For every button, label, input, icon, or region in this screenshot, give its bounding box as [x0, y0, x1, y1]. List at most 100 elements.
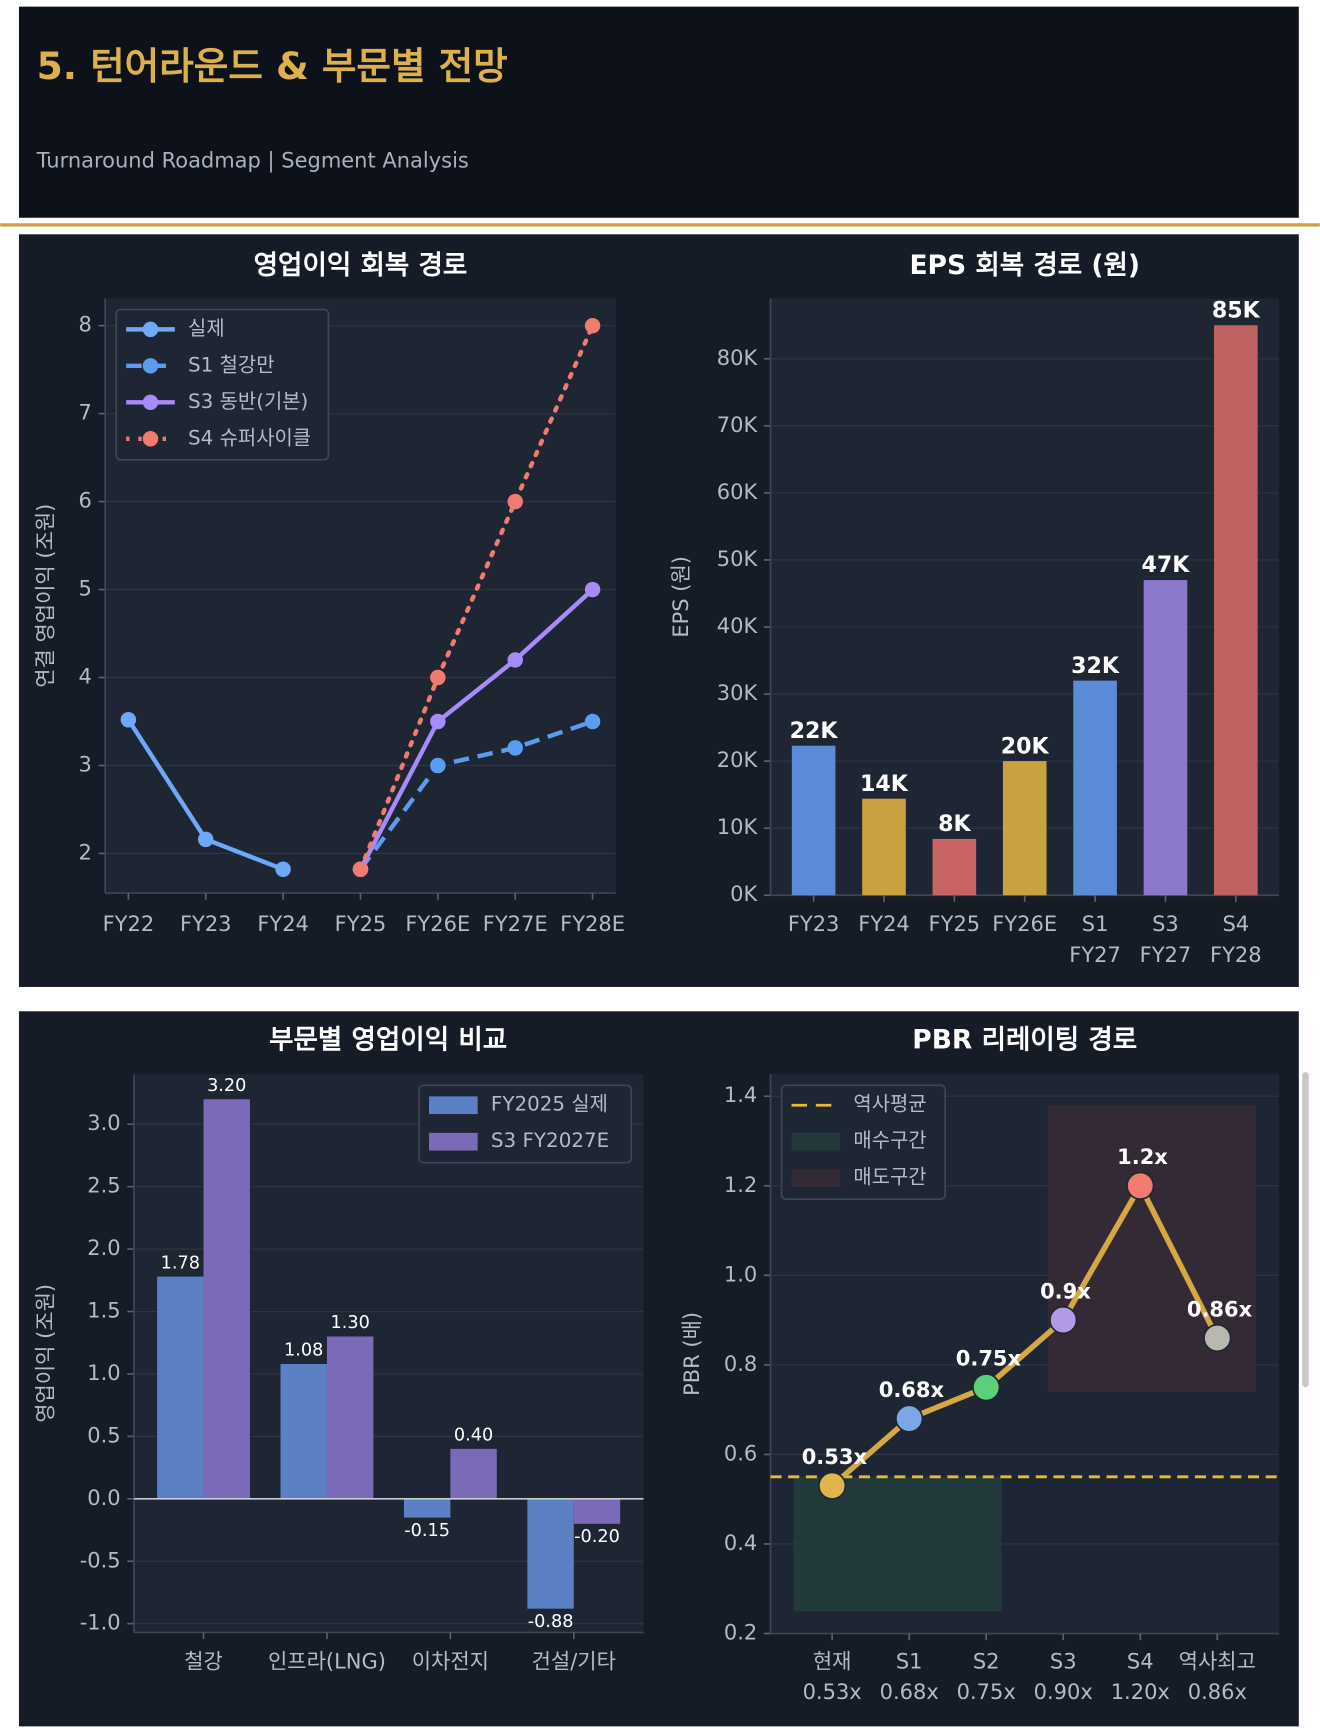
- x-tick-label: S4 1.20x: [1111, 1649, 1170, 1704]
- line: [830, 1179, 1220, 1488]
- legend-marker: [142, 358, 159, 374]
- legend-label: FY2025 실제: [491, 1093, 608, 1116]
- point: [584, 317, 601, 334]
- legend-marker: [142, 394, 159, 411]
- legend-label: 실제: [188, 317, 225, 340]
- bar: [932, 838, 977, 896]
- y-tick-label: 0.2: [724, 1621, 757, 1645]
- y-tick-label: -0.5: [80, 1548, 121, 1572]
- y-tick-label: 7: [79, 401, 92, 425]
- bar: [280, 1363, 327, 1499]
- x-tick-label: FY25: [929, 912, 981, 936]
- label-line: 0.68x: [880, 1680, 939, 1704]
- label-line: S4: [1127, 1649, 1154, 1673]
- y-tick-label: 2.5: [87, 1174, 120, 1198]
- bar: [1214, 325, 1258, 896]
- label-line: 0.75x: [957, 1680, 1016, 1704]
- page-title: 5. 턴어라운드 & 부문별 전망: [37, 44, 508, 88]
- x-tick-label: FY27E: [483, 912, 548, 936]
- y-tick-label: 3.0: [87, 1111, 120, 1135]
- y-tick-label: 1.0: [724, 1262, 757, 1286]
- label-line: 1.20x: [1111, 1680, 1170, 1704]
- point: [430, 713, 446, 730]
- bar: [203, 1099, 250, 1499]
- bar: [862, 798, 906, 896]
- y-tick-label: 2: [79, 840, 92, 864]
- point: [120, 712, 137, 728]
- bar: [1073, 680, 1117, 896]
- point: [507, 493, 523, 510]
- x-tick-label: 철강: [184, 1649, 223, 1673]
- point: [352, 861, 369, 878]
- value-label: 47K: [1142, 552, 1191, 578]
- y-tick-label: 0.5: [87, 1423, 120, 1447]
- chart-title: EPS 회복 경로 (원): [909, 250, 1140, 281]
- x-tick-label: FY23: [788, 912, 840, 936]
- y-tick-label: 60K: [717, 480, 759, 504]
- label-line: S3: [1152, 912, 1179, 936]
- bar: [157, 1276, 204, 1499]
- value-label: 0.75x: [956, 1347, 1022, 1371]
- y-tick-label: 8: [79, 313, 92, 337]
- point: [275, 861, 291, 878]
- value-label: 0.9x: [1040, 1279, 1091, 1303]
- legend-label: 매도구간: [853, 1166, 926, 1189]
- x-tick-label: FY24: [257, 912, 309, 936]
- value-label: 0.40: [454, 1426, 493, 1446]
- page-subtitle: Turnaround Roadmap | Segment Analysis: [36, 148, 469, 173]
- label-line: S3: [1050, 1649, 1077, 1673]
- bar: [450, 1448, 497, 1499]
- x-tick-label: FY28E: [560, 912, 625, 936]
- y-tick-label: 50K: [717, 547, 759, 571]
- y-tick-label: 0.4: [724, 1531, 757, 1555]
- bar: [791, 745, 836, 896]
- header-panel: [18, 6, 1299, 218]
- y-tick-label: 1.0: [87, 1361, 120, 1385]
- label-line: FY27: [1140, 943, 1192, 967]
- legend-label: 역사평균: [853, 1093, 926, 1116]
- y-tick-label: 2.0: [87, 1236, 120, 1260]
- x-tick-label: S2 0.75x: [957, 1649, 1016, 1704]
- bar: [1143, 580, 1188, 896]
- legend-swatch: [791, 1132, 841, 1151]
- y-tick-label: 10K: [717, 815, 759, 839]
- point: [198, 831, 214, 848]
- value-label: 8K: [938, 811, 971, 837]
- value-label: 0.86x: [1187, 1297, 1253, 1321]
- value-label: 1.78: [161, 1253, 200, 1273]
- value-label: 32K: [1071, 653, 1120, 679]
- y-tick-label: 0.0: [87, 1486, 120, 1510]
- y-tick-label: 70K: [717, 413, 759, 437]
- x-tick-label: FY24: [858, 912, 910, 936]
- chart-title: PBR 리레이팅 경로: [912, 1025, 1137, 1056]
- x-tick-label: FY26E: [992, 912, 1057, 936]
- point: [972, 1373, 1001, 1402]
- x-tick-label: 인프라(LNG): [268, 1649, 386, 1673]
- value-label: 3.20: [207, 1076, 246, 1096]
- bar: [326, 1336, 374, 1499]
- y-tick-label: 0K: [730, 882, 758, 906]
- label-line: FY27: [1069, 943, 1121, 967]
- divider: [0, 223, 1320, 227]
- y-tick-label: 30K: [717, 681, 759, 705]
- chart-title: 영업이익 회복 경로: [254, 250, 468, 281]
- bar: [1002, 761, 1047, 896]
- y-axis-label: PBR (배): [680, 1312, 704, 1396]
- point: [507, 652, 523, 668]
- y-tick-label: -1.0: [80, 1611, 121, 1635]
- point: [1203, 1323, 1232, 1353]
- point: [895, 1404, 924, 1433]
- label-line: FY28: [1210, 943, 1262, 967]
- value-label: 1.2x: [1117, 1145, 1168, 1169]
- chart-title: 부문별 영업이익 비교: [269, 1025, 507, 1056]
- y-tick-label: 20K: [717, 748, 759, 772]
- legend-label: 매수구간: [853, 1129, 926, 1152]
- bar: [403, 1498, 451, 1518]
- legend-swatch: [429, 1096, 478, 1115]
- label-line: 0.90x: [1034, 1680, 1093, 1704]
- point: [430, 669, 446, 686]
- label-line: S1: [1082, 912, 1109, 936]
- value-label: -0.88: [528, 1612, 574, 1632]
- scrollbar: [1302, 1072, 1309, 1388]
